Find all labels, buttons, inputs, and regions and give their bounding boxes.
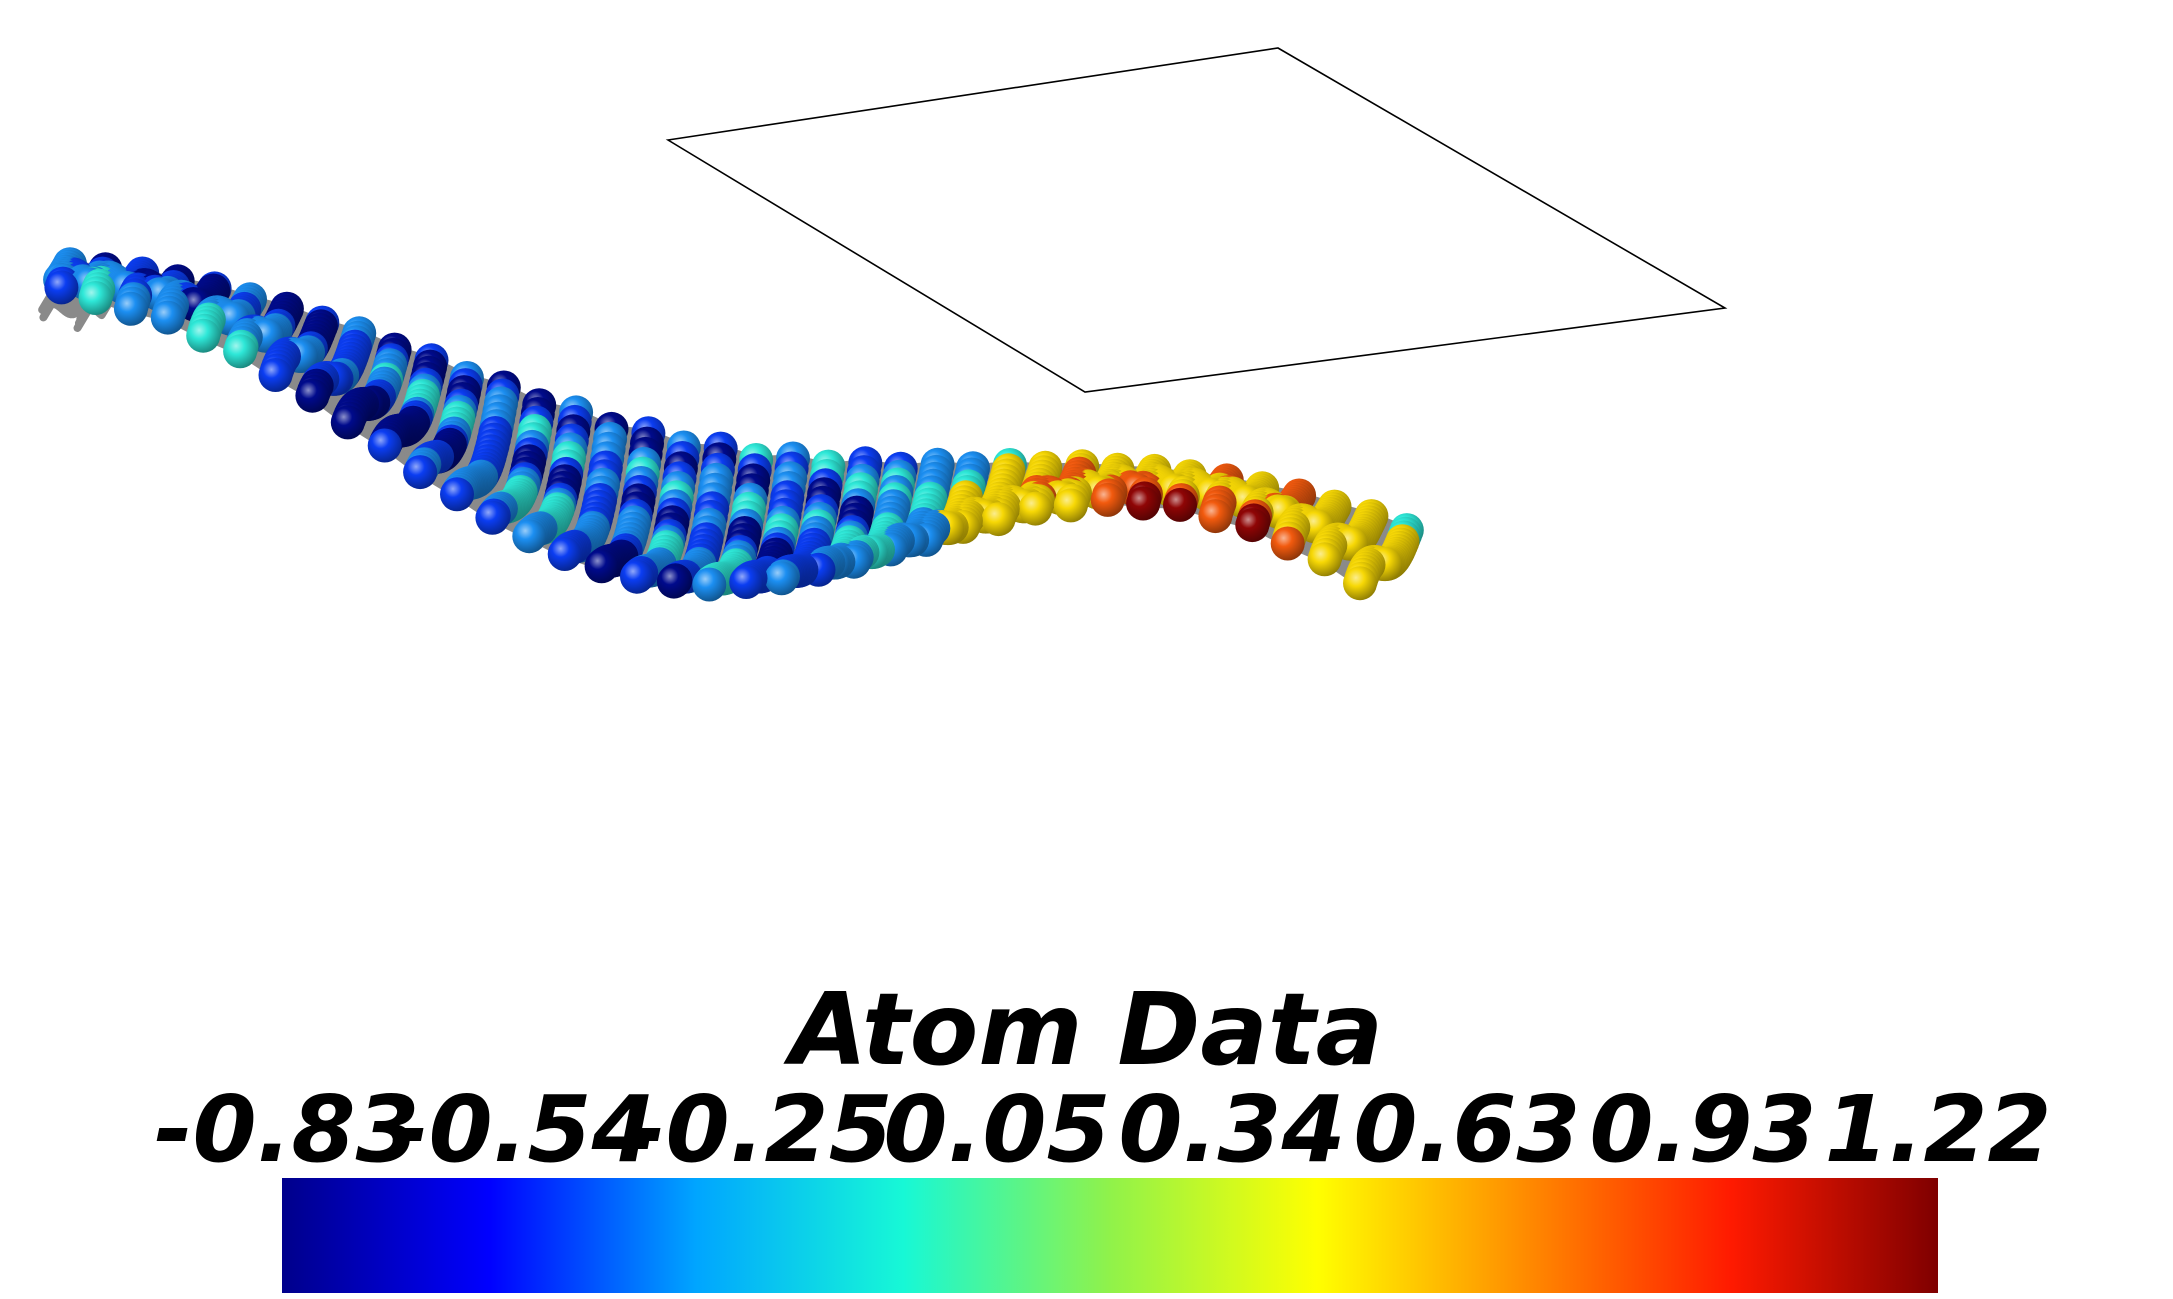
structure-view <box>38 47 1728 602</box>
